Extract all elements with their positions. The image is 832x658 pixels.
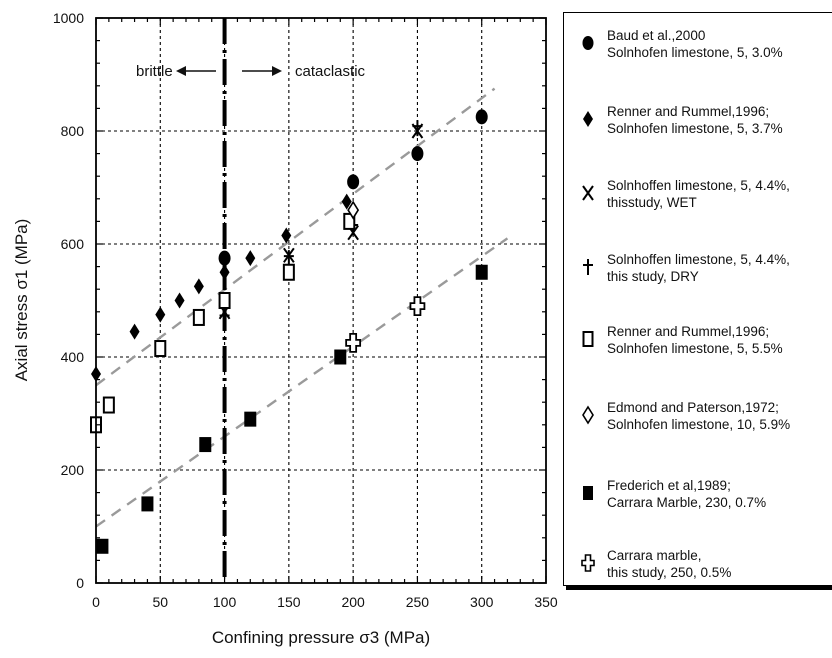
trend-line bbox=[95, 87, 496, 387]
data-point-open-square bbox=[102, 396, 115, 414]
chart: 0 50 100 150 200 250 300 350 02004006008001000 … bbox=[12, 10, 558, 647]
data-point-filled-diamond bbox=[193, 278, 204, 295]
data-point-filled-circle bbox=[411, 146, 424, 162]
x-axis-label: Confining pressure σ3 (MPa) bbox=[212, 628, 430, 647]
x-tick-label: 0 bbox=[92, 594, 100, 610]
data-point-open-square bbox=[218, 292, 231, 309]
x-tick-label: 200 bbox=[341, 594, 365, 610]
data-point-filled-diamond bbox=[341, 193, 352, 210]
data-point-open-square bbox=[343, 212, 356, 230]
y-tick-label: 1000 bbox=[53, 10, 84, 26]
legend-marker-open-square bbox=[582, 331, 594, 347]
data-point-open-square bbox=[154, 340, 167, 358]
trend-line bbox=[95, 237, 509, 528]
legend-marker-open-cross bbox=[581, 554, 595, 572]
data-point-filled-diamond bbox=[219, 264, 230, 281]
legend: Baud et al.,2000 Solnhofen limestone, 5,… bbox=[563, 12, 832, 586]
data-point-plus bbox=[412, 120, 423, 137]
brittle-arrow bbox=[176, 66, 216, 76]
data-point-filled-square bbox=[96, 538, 109, 554]
plot-frame bbox=[95, 17, 547, 584]
y-tick-label: 600 bbox=[61, 236, 85, 252]
data-point-plus bbox=[283, 250, 294, 267]
x-tick-label: 100 bbox=[213, 594, 237, 610]
data-point-plus bbox=[219, 309, 230, 326]
axis-ticks bbox=[95, 17, 547, 584]
legend-marker-filled-diamond bbox=[583, 111, 593, 127]
legend-marker-plus bbox=[583, 259, 593, 275]
legend-label: Baud et al.,2000 Solnhofen limestone, 5,… bbox=[607, 28, 783, 60]
data-point-filled-circle bbox=[218, 250, 231, 266]
data-point-filled-circle bbox=[475, 109, 488, 125]
grid-lines bbox=[96, 18, 546, 583]
cataclastic-label: cataclastic bbox=[295, 63, 366, 80]
legend-label: Frederich et al,1989; Carrara Marble, 23… bbox=[607, 478, 767, 510]
y-tick-label: 400 bbox=[61, 349, 85, 365]
data-point-filled-square bbox=[199, 437, 212, 453]
data-point-open-square bbox=[282, 263, 295, 281]
data-point-filled-diamond bbox=[155, 306, 166, 323]
brittle-label: brittle bbox=[136, 63, 173, 80]
data-point-open-cross bbox=[345, 332, 362, 353]
data-point-filled-diamond bbox=[174, 292, 185, 309]
data-point-filled-circle bbox=[347, 174, 360, 190]
data-point-filled-diamond bbox=[281, 227, 292, 244]
y-axis-label: Axial stress σ1 (MPa) bbox=[12, 219, 31, 382]
x-tick-label: 350 bbox=[534, 594, 558, 610]
data-point-filled-square bbox=[244, 411, 257, 427]
x-tick-labels: 0 50 100 150 200 250 300 350 bbox=[92, 594, 558, 610]
data-point-filled-square bbox=[475, 264, 488, 280]
data-point-filled-diamond bbox=[245, 250, 256, 267]
legend-label: Renner and Rummel,1996; Solnhofen limest… bbox=[607, 324, 783, 356]
legend-marker-open-diamond bbox=[582, 405, 594, 425]
legend-label: Carrara marble, this study, 250, 0.5% bbox=[607, 548, 732, 580]
cataclastic-arrow bbox=[242, 66, 282, 76]
data-point-open-square bbox=[192, 308, 205, 326]
legend-label: Renner and Rummel,1996; Solnhofen limest… bbox=[607, 104, 783, 136]
x-tick-label: 50 bbox=[152, 594, 168, 610]
legend-label: Edmond and Paterson,1972; Solnhofen lime… bbox=[607, 400, 791, 432]
x-tick-label: 150 bbox=[277, 594, 301, 610]
x-tick-label: 250 bbox=[406, 594, 430, 610]
data-point-open-diamond bbox=[347, 200, 360, 220]
data-point-filled-diamond bbox=[129, 323, 140, 340]
trend-lines bbox=[95, 87, 509, 528]
data-point-filled-square bbox=[141, 496, 154, 512]
legend-label: Solnhoffen limestone, 5, 4.4%, thisstudy… bbox=[607, 178, 790, 210]
data-point-filled-square bbox=[334, 349, 347, 365]
legend-label: Solnhoffen limestone, 5, 4.4%, this stud… bbox=[607, 252, 790, 284]
legend-marker-x bbox=[582, 185, 594, 201]
y-tick-label: 0 bbox=[76, 575, 84, 591]
y-tick-labels: 0 200 400 600 800 1000 bbox=[53, 10, 84, 591]
y-tick-label: 200 bbox=[61, 462, 85, 478]
data-points bbox=[90, 109, 488, 554]
y-tick-label: 800 bbox=[61, 123, 85, 139]
legend-marker-filled-square bbox=[583, 486, 593, 500]
x-tick-label: 300 bbox=[470, 594, 494, 610]
data-point-open-cross bbox=[409, 296, 426, 317]
legend-marker-filled-circle bbox=[582, 36, 594, 50]
